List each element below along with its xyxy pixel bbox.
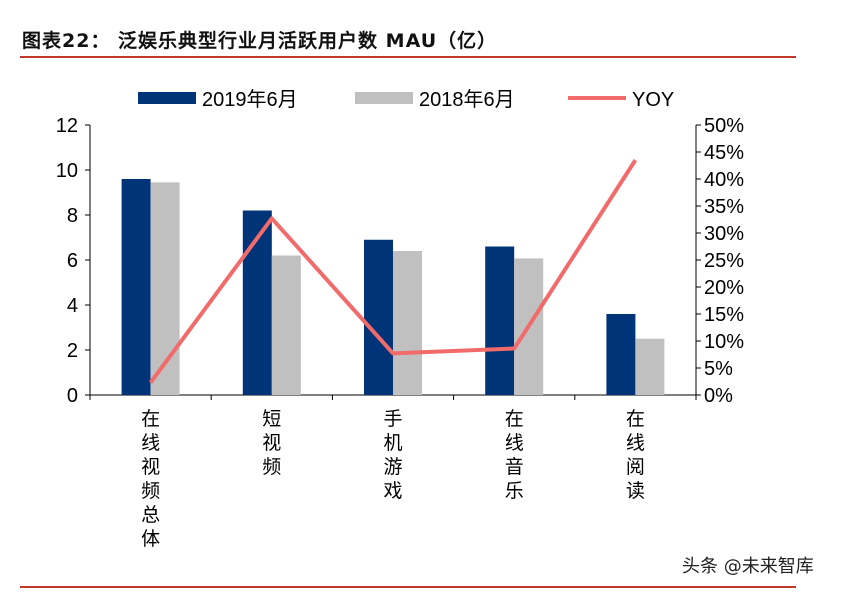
y2-tick-label: 30%: [704, 223, 744, 245]
x-tick-label-char: 在: [141, 408, 160, 430]
x-tick-label-char: 音: [505, 456, 524, 478]
chart-title: 图表22： 泛娱乐典型行业月活跃用户数 MAU（亿）: [22, 30, 498, 52]
y-tick-label: 8: [67, 205, 78, 227]
bar-2019: [606, 314, 636, 395]
y-tick-label: 6: [67, 250, 78, 272]
x-tick-label-char: 频: [141, 480, 160, 502]
y2-tick-label: 25%: [704, 250, 744, 272]
bar-2019: [485, 246, 515, 395]
x-tick-label-char: 线: [505, 432, 524, 454]
x-tick-label-char: 短: [262, 408, 281, 430]
x-tick-label-char: 频: [262, 456, 281, 478]
y2-tick-label: 15%: [704, 304, 744, 326]
legend-label: 2018年6月: [419, 88, 515, 111]
x-tick-label-char: 手: [383, 408, 402, 430]
x-tick-label-char: 阅: [626, 456, 645, 478]
yoy-line: [148, 159, 638, 384]
legend-label: YOY: [632, 89, 674, 111]
x-tick-label-char: 视: [141, 456, 160, 478]
y2-tick-label: 50%: [704, 115, 744, 137]
y2-tick-label: 0%: [704, 385, 733, 407]
x-tick-label-char: 读: [626, 480, 645, 502]
x-tick-label-char: 在: [505, 408, 524, 430]
y-tick-label: 0: [67, 385, 78, 407]
legend-swatch: [355, 92, 413, 104]
y2-tick-label: 40%: [704, 169, 744, 191]
y2-tick-label: 10%: [704, 331, 744, 353]
legend-swatch: [138, 92, 196, 104]
bottom-rule: [20, 586, 796, 588]
x-tick-label-char: 乐: [505, 480, 524, 502]
x-tick-label-char: 体: [141, 528, 160, 550]
y2-tick-label: 45%: [704, 142, 744, 164]
x-tick-label-char: 线: [626, 432, 645, 454]
y2-tick-label: 5%: [704, 358, 733, 380]
top-rule: [20, 56, 796, 58]
y2-tick-label: 35%: [704, 196, 744, 218]
bar-2019: [121, 179, 151, 395]
bar-2019: [364, 239, 393, 395]
x-tick-label-char: 戏: [383, 480, 402, 502]
x-tick-label-char: 在: [626, 408, 645, 430]
y-tick-label: 2: [67, 340, 78, 362]
y-tick-label: 10: [56, 160, 78, 182]
x-tick-label-char: 线: [141, 432, 160, 454]
x-tick-label-char: 机: [383, 432, 402, 454]
bar-2018: [393, 251, 422, 395]
x-tick-label-char: 总: [141, 504, 160, 526]
watermark: 头条 @未来智库: [682, 556, 814, 577]
x-tick-label-char: 视: [262, 432, 281, 454]
y-tick-label: 4: [67, 295, 78, 317]
bar-2018: [271, 255, 301, 395]
y-tick-label: 12: [56, 115, 78, 137]
x-tick-label-char: 游: [383, 456, 402, 478]
bar-2018: [635, 338, 665, 395]
y2-tick-label: 20%: [704, 277, 744, 299]
legend-label: 2019年6月: [202, 88, 298, 111]
bar-2018: [150, 182, 180, 395]
